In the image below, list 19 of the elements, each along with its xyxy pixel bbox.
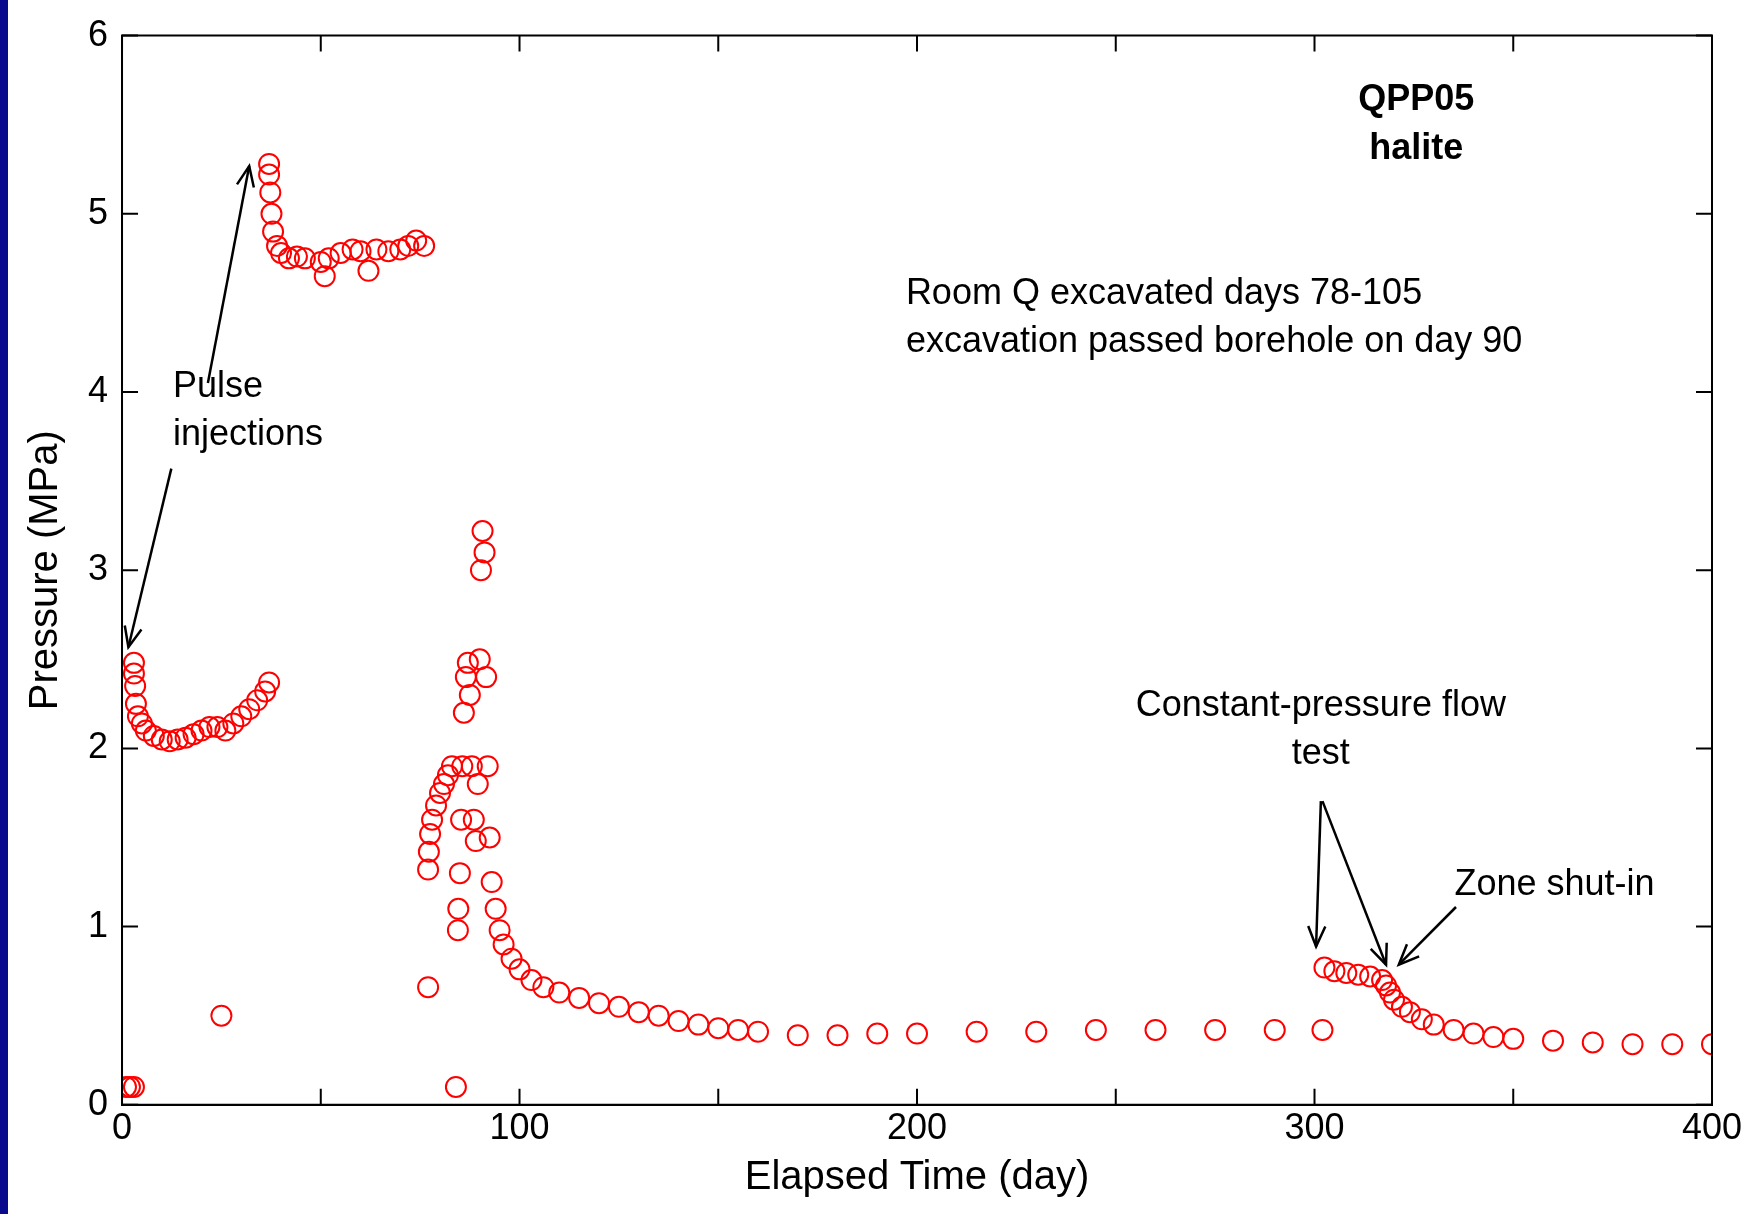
annotation: Constant-pressure flow test [1134, 681, 1507, 774]
y-tick-label: 3 [87, 547, 109, 589]
x-tick-label: 400 [1681, 1106, 1743, 1148]
y-tick-label: 2 [87, 725, 109, 767]
y-axis-title: Pressure (MPa) [21, 430, 66, 711]
y-tick-label: 5 [87, 190, 109, 232]
y-tick-label: 6 [87, 12, 109, 54]
x-axis-title: Elapsed Time (day) [744, 1153, 1090, 1198]
annotation: Pulse injections [172, 363, 324, 456]
y-tick-label: 1 [87, 903, 109, 945]
annotation: Zone shut-in [1454, 861, 1656, 906]
annotation: excavation passed borehole on day 90 [905, 318, 1524, 363]
x-tick-label: 100 [489, 1106, 550, 1148]
x-tick-label: 200 [886, 1106, 948, 1148]
annotation: QPP05 [1357, 75, 1476, 120]
annotation: Room Q excavated days 78-105 [905, 270, 1424, 315]
y-tick-label: 4 [87, 368, 109, 410]
x-tick-label: 300 [1284, 1106, 1345, 1148]
annotation: halite [1368, 124, 1465, 169]
